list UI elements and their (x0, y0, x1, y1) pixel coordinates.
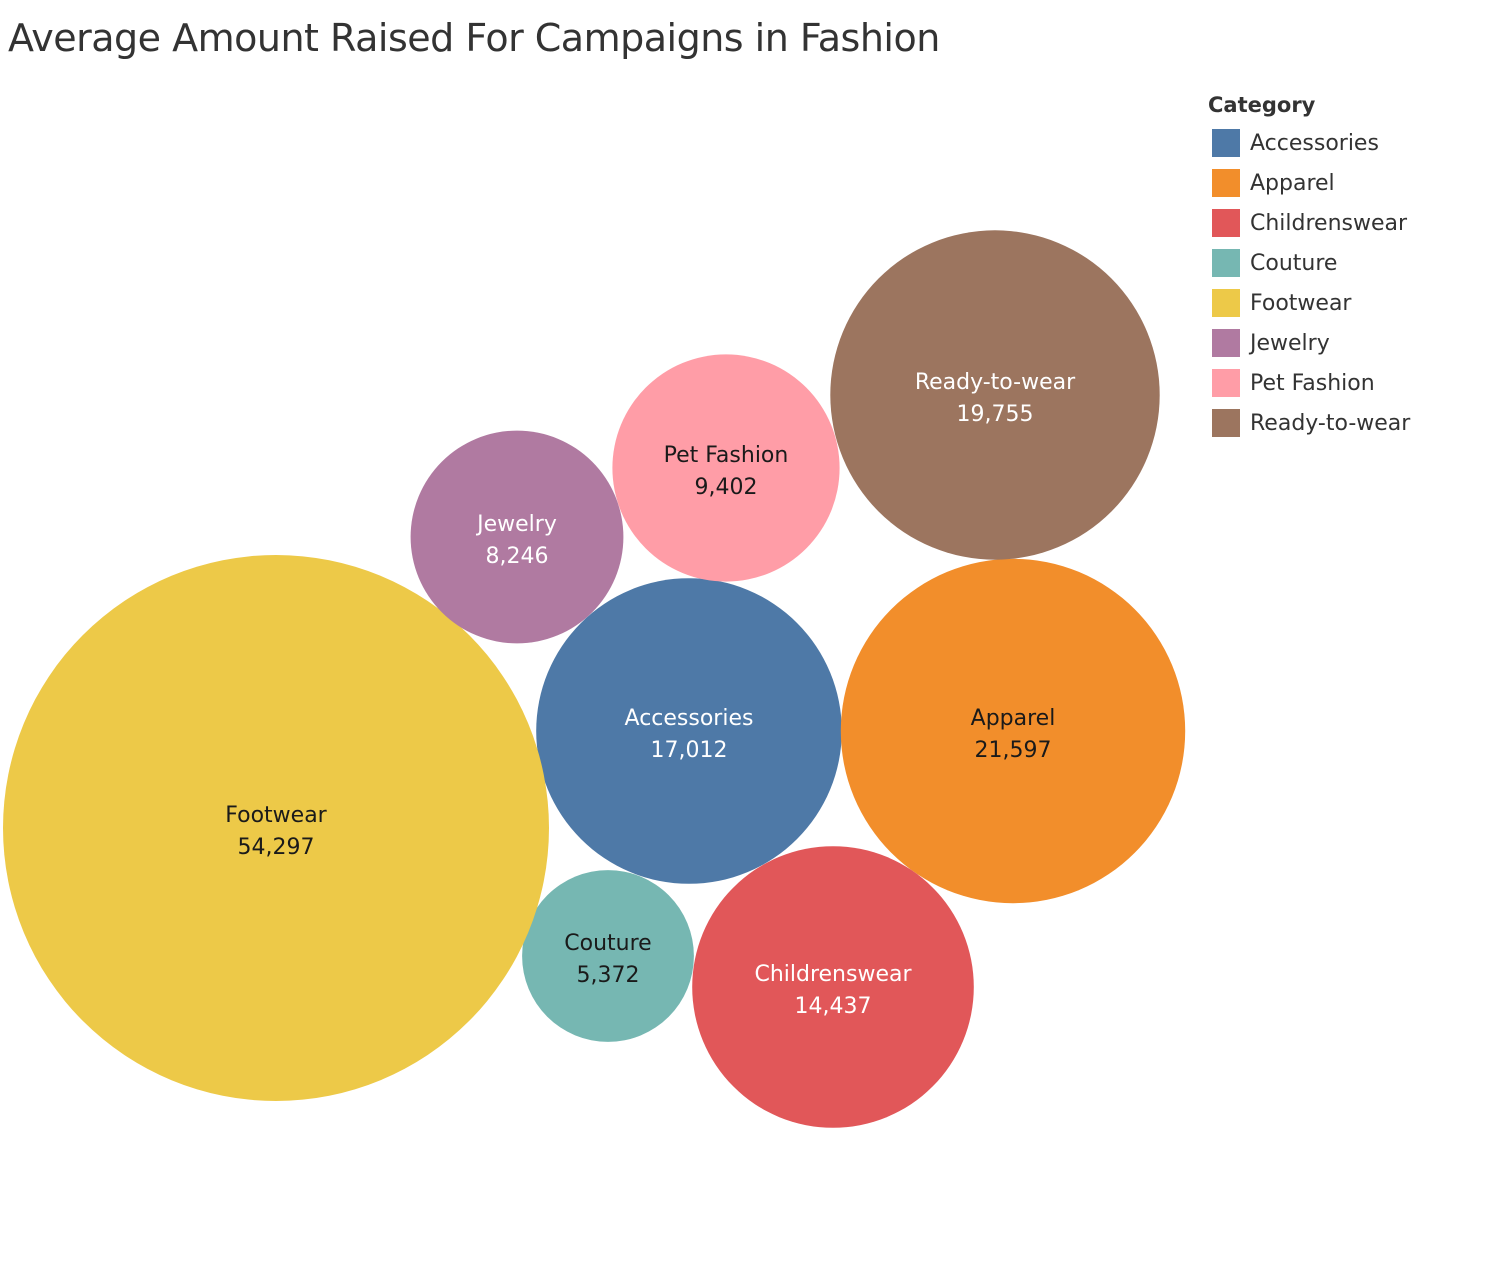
bubble-name-pet-fashion: Pet Fashion (664, 443, 789, 468)
bubble-name-apparel: Apparel (971, 706, 1056, 731)
bubble-value-pet-fashion: 9,402 (695, 475, 758, 500)
bubble-circle-jewelry[interactable] (410, 430, 624, 644)
legend-label-couture: Couture (1250, 250, 1338, 276)
legend-list: Accessories Apparel Childrenswear Couture Fo… (1208, 123, 1410, 443)
chart-title: Average Amount Raised For Campaigns in F… (8, 16, 940, 60)
bubble-value-jewelry: 8,246 (486, 544, 549, 569)
bubble-name-childrenswear: Childrenswear (754, 962, 912, 987)
bubble-circle-ready-to-wear[interactable] (830, 230, 1160, 560)
legend-item-pet-fashion[interactable]: Pet Fashion (1208, 363, 1410, 403)
legend-label-jewelry: Jewelry (1250, 330, 1330, 356)
bubble-accessories[interactable]: Accessories 17,012 (536, 578, 842, 884)
legend-label-accessories: Accessories (1250, 130, 1379, 156)
legend-item-jewelry[interactable]: Jewelry (1208, 323, 1410, 363)
legend-item-accessories[interactable]: Accessories (1208, 123, 1410, 163)
bubble-name-jewelry: Jewelry (475, 512, 557, 537)
legend-title: Category (1208, 93, 1316, 117)
bubble-name-ready-to-wear: Ready-to-wear (915, 370, 1076, 395)
bubble-circle-accessories[interactable] (536, 578, 842, 884)
bubble-apparel[interactable]: Apparel 21,597 (840, 558, 1186, 904)
bubble-circle-pet-fashion[interactable] (612, 354, 840, 582)
legend-swatch-accessories (1212, 129, 1240, 157)
bubble-childrenswear[interactable]: Childrenswear 14,437 (692, 846, 974, 1128)
legend-item-apparel[interactable]: Apparel (1208, 163, 1410, 203)
legend-swatch-couture (1212, 249, 1240, 277)
legend-item-childrenswear[interactable]: Childrenswear (1208, 203, 1410, 243)
legend-swatch-childrenswear (1212, 209, 1240, 237)
bubble-name-accessories: Accessories (625, 706, 754, 731)
legend-swatch-apparel (1212, 169, 1240, 197)
legend-label-footwear: Footwear (1250, 290, 1352, 316)
bubble-jewelry[interactable]: Jewelry 8,246 (410, 430, 624, 644)
legend-swatch-ready-to-wear (1212, 409, 1240, 437)
legend-item-ready-to-wear[interactable]: Ready-to-wear (1208, 403, 1410, 443)
bubble-pet-fashion[interactable]: Pet Fashion 9,402 (612, 354, 840, 582)
legend-item-footwear[interactable]: Footwear (1208, 283, 1410, 323)
bubble-value-apparel: 21,597 (975, 738, 1052, 763)
legend-label-apparel: Apparel (1250, 170, 1335, 196)
bubble-circle-childrenswear[interactable] (692, 846, 974, 1128)
legend: Category Accessories Apparel Childrenswear… (1208, 93, 1410, 443)
bubble-name-footwear: Footwear (225, 803, 327, 828)
bubble-value-footwear: 54,297 (238, 835, 315, 860)
legend-swatch-jewelry (1212, 329, 1240, 357)
bubble-value-accessories: 17,012 (651, 738, 728, 763)
bubble-footwear[interactable]: Footwear 54,297 (3, 555, 549, 1101)
legend-label-childrenswear: Childrenswear (1250, 210, 1408, 236)
legend-swatch-pet-fashion (1212, 369, 1240, 397)
legend-label-ready-to-wear: Ready-to-wear (1250, 410, 1411, 436)
bubble-circle-couture[interactable] (522, 870, 694, 1042)
bubble-couture[interactable]: Couture 5,372 (522, 870, 694, 1042)
legend-label-pet-fashion: Pet Fashion (1250, 370, 1375, 396)
bubble-value-couture: 5,372 (577, 963, 640, 988)
bubble-value-ready-to-wear: 19,755 (957, 402, 1034, 427)
bubble-name-couture: Couture (564, 931, 651, 956)
bubble-circle-apparel[interactable] (840, 558, 1186, 904)
bubble-value-childrenswear: 14,437 (795, 994, 872, 1019)
legend-swatch-footwear (1212, 289, 1240, 317)
bubble-circle-footwear[interactable] (3, 555, 549, 1101)
bubble-ready-to-wear[interactable]: Ready-to-wear 19,755 (830, 230, 1160, 560)
legend-item-couture[interactable]: Couture (1208, 243, 1410, 283)
